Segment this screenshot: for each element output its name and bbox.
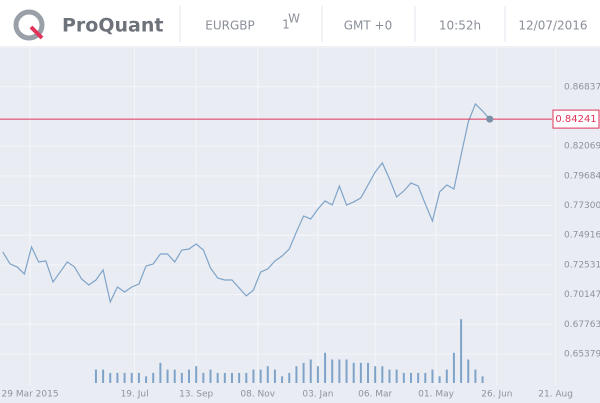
- y-tick-label: 0.72531: [564, 260, 600, 270]
- chart: 0.86837 0.82069 0.79684 0.77300 0.74916 0.725…: [0, 47, 600, 400]
- y-tick-label: 0.70147: [564, 290, 600, 300]
- y-tick-label: 0.74916: [564, 231, 600, 241]
- x-tick-label: 29 Mar 2015: [2, 390, 59, 400]
- clock: 10:52h: [439, 19, 481, 33]
- x-tick-label: 13. Sep: [179, 390, 213, 400]
- brand: ProQuant: [62, 15, 163, 37]
- x-tick-label: 08. Nov: [240, 390, 275, 400]
- x-tick-label: 01. May: [418, 390, 454, 400]
- x-axis-band: [0, 385, 600, 403]
- logo-pen: [29, 25, 44, 40]
- x-tick-label: 21. Aug: [538, 390, 573, 400]
- last-price-box: [552, 109, 600, 129]
- y-tick-label: 0.65379: [564, 350, 600, 360]
- timezone[interactable]: GMT +0: [344, 19, 393, 33]
- timeframe-unit[interactable]: W: [288, 12, 300, 26]
- y-tick-label: 0.67763: [564, 320, 600, 330]
- logo-ring: [13, 9, 45, 41]
- x-tick-label: 06. Mar: [358, 390, 392, 400]
- x-tick-label: 26. Jun: [481, 390, 512, 400]
- timeframe[interactable]: 1: [282, 18, 290, 32]
- last-point: [486, 115, 494, 123]
- y-tick-label: 0.77300: [564, 201, 600, 211]
- x-tick-label: 03. Jan: [302, 390, 333, 400]
- logo[interactable]: ProQuant: [13, 9, 163, 41]
- y-tick-label: 0.86837: [564, 82, 600, 92]
- plot-area: [0, 48, 600, 385]
- x-tick-label: 19. Jul: [121, 390, 149, 400]
- date: 12/07/2016: [518, 19, 587, 33]
- symbol[interactable]: EURGBP: [205, 19, 254, 33]
- y-tick-label: 0.82069: [564, 142, 600, 152]
- price-line: [2, 102, 491, 304]
- header: [0, 0, 600, 47]
- last-price-label: 0.84241: [555, 114, 596, 125]
- y-tick-label: 0.79684: [564, 171, 600, 181]
